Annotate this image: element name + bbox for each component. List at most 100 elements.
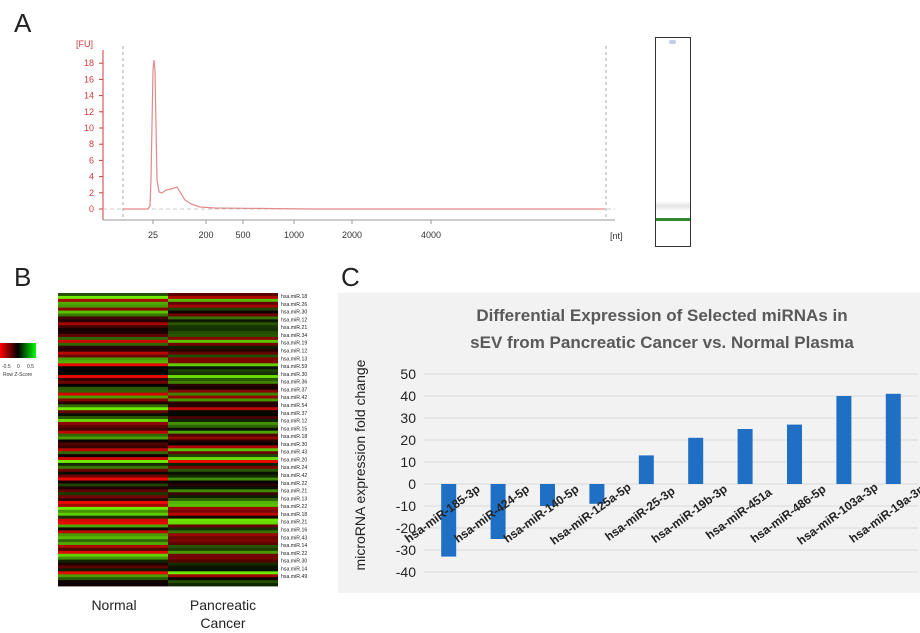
heatmap-cell <box>58 448 168 452</box>
heatmap-cell <box>168 357 278 361</box>
bar-chart: Differential Expression of Selected miRN… <box>338 293 920 593</box>
heatmap-cell <box>58 375 168 379</box>
heatmap-cell <box>58 372 168 376</box>
heatmap-cell <box>168 354 278 358</box>
heatmap-cell <box>168 477 278 481</box>
heatmap-cell <box>58 503 168 508</box>
heatmap-cell <box>168 404 278 408</box>
row-label: hsa.miR.14 <box>281 543 307 549</box>
heatmap-cell <box>168 342 278 347</box>
heatmap-cell <box>168 460 278 464</box>
heatmap-cell <box>58 301 168 306</box>
row-label: hsa.miR.21 <box>281 325 307 331</box>
heatmap-cell <box>58 539 168 543</box>
heatmap-cell <box>168 474 278 478</box>
row-label: hsa.miR.37 <box>281 387 307 393</box>
row-label: hsa.miR.15 <box>281 426 307 432</box>
y-tick-label: 14 <box>84 91 94 101</box>
heatmap-cell <box>58 515 168 520</box>
gel-lane <box>655 37 691 247</box>
heatmap-cell <box>168 536 278 540</box>
heatmap-cell <box>58 413 168 417</box>
heatmap-cell <box>168 468 278 473</box>
heatmap-cell <box>168 480 278 484</box>
heatmap-cell <box>58 427 168 432</box>
heatmap-cell <box>58 386 168 391</box>
heatmap-cell <box>168 550 278 555</box>
heatmap-cell <box>58 547 168 552</box>
heatmap-cell <box>168 568 278 572</box>
heatmap-cell <box>168 366 278 370</box>
heatmap-cell <box>58 319 168 323</box>
heatmap-cell <box>168 448 278 452</box>
heatmap-cell <box>58 369 168 373</box>
heatmap-cell <box>168 527 278 531</box>
y-tick-label: -40 <box>396 564 416 580</box>
color-key-title: Row Z-Score <box>3 372 32 378</box>
heatmap-cell <box>58 465 168 470</box>
heatmap-cell <box>58 424 168 429</box>
heatmap-cell <box>58 310 168 314</box>
heatmap-cell <box>58 357 168 361</box>
heatmap-cell <box>58 509 168 514</box>
heatmap-cell <box>168 462 278 467</box>
heatmap-cell <box>58 571 168 575</box>
heatmap-cell <box>168 304 278 309</box>
heatmap-cell <box>168 360 278 364</box>
heatmap-cell <box>58 433 168 437</box>
heatmap-cell <box>168 427 278 432</box>
heatmap-cell <box>58 307 168 311</box>
heatmap-cell <box>58 471 168 476</box>
heatmap-cell <box>58 304 168 309</box>
row-label: hsa.miR.30 <box>281 442 307 448</box>
gel-upper-marker-band <box>669 40 676 44</box>
row-label: hsa.miR.43 <box>281 450 307 456</box>
heatmap-cell <box>58 489 168 493</box>
chart-title-line: sEV from Pancreatic Cancer vs. Normal Pl… <box>470 333 854 352</box>
row-label: hsa.miR.22 <box>281 504 307 510</box>
heatmap-cell <box>168 451 278 455</box>
heatmap-cell <box>168 542 278 546</box>
heatmap-cell <box>168 377 278 382</box>
heatmap-cell <box>58 477 168 481</box>
y-tick-label: 16 <box>84 74 94 84</box>
heatmap-cell <box>58 559 168 563</box>
heatmap-cell <box>168 413 278 417</box>
heatmap-cell <box>168 369 278 373</box>
heatmap-cell <box>168 322 278 326</box>
heatmap-cell <box>58 533 168 537</box>
heatmap-cell <box>168 325 278 329</box>
heatmap-cell <box>58 325 168 329</box>
heatmap-cell <box>58 380 168 385</box>
heatmap-cell <box>168 433 278 437</box>
heatmap-cell <box>58 389 168 394</box>
row-label: hsa.miR.20 <box>281 457 307 463</box>
row-label: hsa.miR.18 <box>281 434 307 440</box>
panel-b-letter: B <box>14 262 32 292</box>
heatmap-cell <box>58 553 168 558</box>
heatmap-cell <box>58 565 168 569</box>
color-key-tick: -0.5 <box>2 364 11 370</box>
heatmap-cell <box>58 474 168 478</box>
heatmap-cell <box>58 518 168 522</box>
heatmap-cell <box>58 383 168 388</box>
x-tick-label: 500 <box>235 230 250 240</box>
heatmap-cell <box>58 445 168 449</box>
heatmap-cell <box>58 360 168 364</box>
heatmap-cell <box>58 334 168 338</box>
heatmap-cell <box>168 489 278 493</box>
heatmap-cell <box>168 565 278 569</box>
x-axis-unit: [nt] <box>610 231 623 241</box>
heatmap-cell <box>58 468 168 473</box>
heatmap-cell <box>58 483 168 487</box>
x-tick-label: 4000 <box>421 230 441 240</box>
heatmap-cell <box>58 354 168 358</box>
heatmap-cell <box>168 457 278 461</box>
heatmap-cell <box>58 313 168 317</box>
heatmap-cell <box>168 503 278 508</box>
x-tick-label: 2000 <box>342 230 362 240</box>
row-label: hsa.miR.30 <box>281 310 307 316</box>
y-tick-label: 30 <box>400 410 416 426</box>
x-tick-label: 1000 <box>284 230 304 240</box>
heatmap-cell <box>168 348 278 352</box>
